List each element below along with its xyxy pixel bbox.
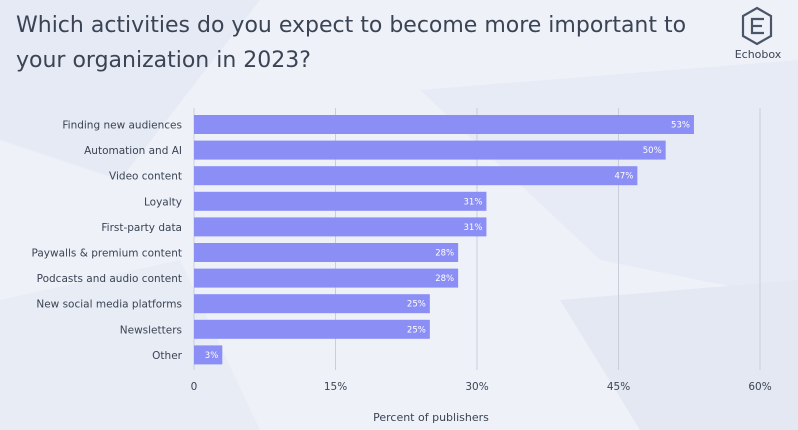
bar [194,294,430,314]
value-label: 3% [205,351,219,361]
value-label: 47% [614,172,633,182]
bar [194,191,487,211]
category-labels: Finding new audiences Automation and AI Vi… [32,120,183,362]
bar [194,115,694,134]
x-axis-ticks: 0 15% 30% 45% 60% [191,381,772,393]
category-label: Podcasts and audio content [37,273,182,285]
category-label: Loyalty [144,196,182,208]
value-label: 50% [643,146,662,156]
value-labels: 53% 50% 47% 31% 31% 28% 28% 25% 25% 3% [205,121,690,361]
x-tick-label: 60% [748,381,771,393]
category-label: Other [152,350,182,362]
logo-text: Echobox [734,48,782,61]
category-label: Video content [109,171,182,183]
page-title: Which activities do you expect to become… [16,13,687,73]
brand-logo: Echobox [728,6,788,66]
bar [194,319,430,339]
bar [194,166,638,186]
x-axis-title: Percent of publishers [373,411,489,424]
x-tick-label: 30% [465,381,488,393]
category-label: Paywalls & premium content [32,248,182,260]
value-label: 28% [435,249,454,259]
echobox-logo-icon [741,6,773,46]
value-label: 53% [671,121,690,131]
value-label: 31% [464,197,483,207]
bars [194,115,694,365]
bar [194,268,459,288]
bar [194,243,459,262]
x-tick-label: 15% [324,381,347,393]
category-label: Finding new audiences [62,120,182,132]
bar [194,140,666,160]
x-tick-label: 0 [191,381,198,393]
category-label: Automation and AI [84,145,182,157]
value-label: 28% [435,274,454,284]
bar [194,345,223,365]
bar [194,217,487,237]
value-label: 25% [407,325,426,335]
x-tick-label: 45% [607,381,630,393]
category-label: First-party data [101,222,182,234]
category-label: New social media platforms [36,299,182,311]
category-label: Newsletters [120,324,182,336]
value-label: 31% [464,223,483,233]
value-label: 25% [407,300,426,310]
